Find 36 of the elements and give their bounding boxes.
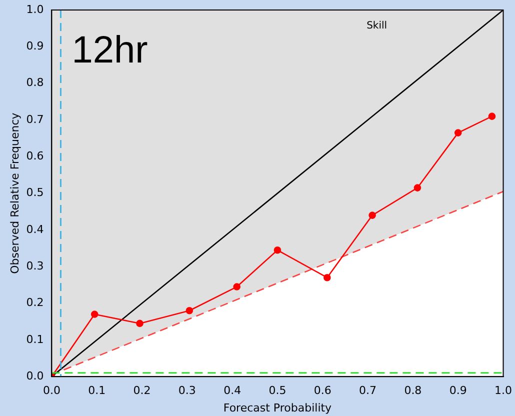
x-axis-title: Forecast Probability bbox=[223, 401, 332, 414]
point bbox=[368, 212, 376, 219]
y-tick-label: 0.5 bbox=[26, 186, 44, 200]
point bbox=[488, 112, 496, 120]
y-tick-label: 0.3 bbox=[26, 259, 44, 272]
x-tick-label: 0.8 bbox=[404, 384, 422, 398]
y-tick-label: 0.6 bbox=[26, 150, 44, 162]
point bbox=[233, 283, 240, 290]
point bbox=[186, 306, 194, 314]
x-tick-label: 0.3 bbox=[178, 384, 196, 398]
y-axis-title: Observed Relative Frequency bbox=[8, 112, 22, 274]
y-tick-label: 0.7 bbox=[26, 112, 44, 126]
y-tick-label: 0.2 bbox=[26, 296, 44, 310]
y-tick-label: 0.0 bbox=[26, 369, 44, 382]
x-tick-label: 1.0 bbox=[494, 384, 512, 398]
point bbox=[414, 184, 422, 192]
y-tick-label: 0.9 bbox=[26, 40, 44, 53]
annotation: Skill bbox=[366, 20, 388, 32]
point bbox=[274, 246, 282, 254]
x-tick-label: 0.7 bbox=[359, 384, 377, 398]
x-tick-label: 0.9 bbox=[449, 384, 467, 398]
point bbox=[323, 274, 331, 282]
x-tick-label: 0.6 bbox=[314, 384, 332, 398]
point bbox=[136, 320, 144, 328]
x-tick-label: 0.0 bbox=[42, 384, 60, 398]
x-tick-label: 0.4 bbox=[224, 384, 242, 398]
y-tick-label: 0.4 bbox=[26, 222, 44, 236]
point bbox=[454, 129, 462, 136]
point bbox=[90, 310, 98, 318]
x-tick-label: 0.1 bbox=[88, 384, 106, 398]
y-tick-label: 0.8 bbox=[26, 76, 44, 90]
annotation: 12hr bbox=[72, 29, 148, 72]
x-tick-label: 0.5 bbox=[268, 384, 286, 398]
x-tick-label: 0.2 bbox=[133, 384, 151, 398]
y-tick-label: 0.1 bbox=[26, 332, 44, 346]
y-tick-label: 1.0 bbox=[26, 2, 44, 16]
